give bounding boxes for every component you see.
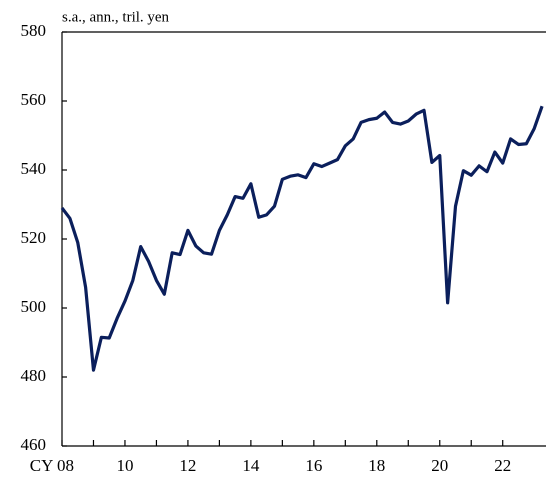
x-tick-label: CY 08 [30, 456, 74, 475]
y-tick-label: 540 [21, 159, 47, 178]
y-tick-label: 520 [21, 228, 47, 247]
y-tick-label: 560 [21, 90, 47, 109]
x-tick-label: 18 [368, 456, 385, 475]
x-tick-label: 14 [242, 456, 260, 475]
y-tick-label: 500 [21, 297, 47, 316]
y-tick-label: 460 [21, 435, 47, 454]
y-tick-label: 580 [21, 21, 47, 40]
chart-title: s.a., ann., tril. yen [62, 9, 170, 25]
x-tick-label: 20 [431, 456, 448, 475]
data-line [60, 105, 544, 372]
x-tick-label: 10 [116, 456, 133, 475]
y-tick-label: 480 [21, 366, 47, 385]
x-tick-label: 22 [494, 456, 511, 475]
x-tick-label: 12 [179, 456, 196, 475]
x-tick-label: 16 [305, 456, 322, 475]
